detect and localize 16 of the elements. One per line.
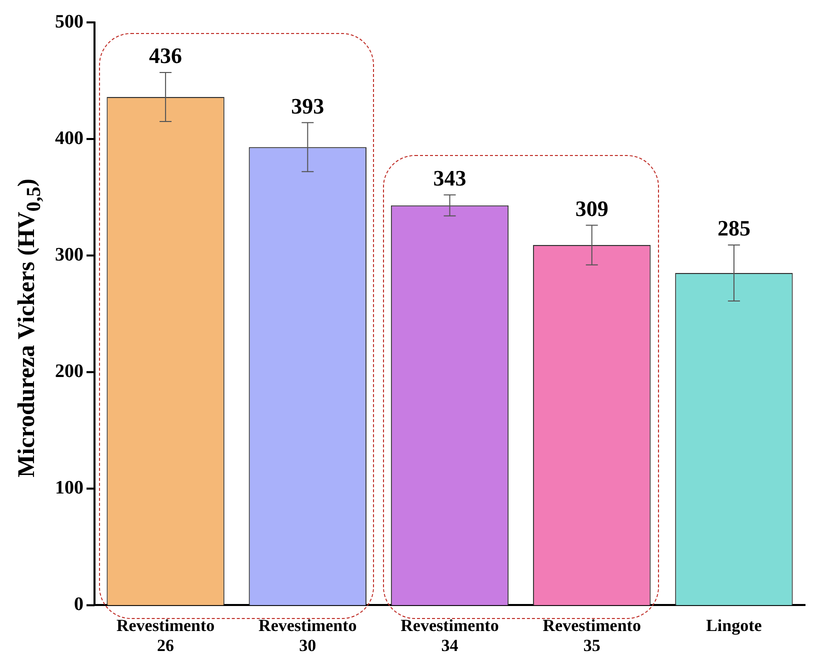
x-tick-label: Revestimento 35 <box>542 616 641 656</box>
x-tick-label: Revestimento 26 <box>116 616 215 656</box>
x-tick-label: Revestimento 34 <box>400 616 499 656</box>
y-tick-label: 200 <box>55 360 84 382</box>
data-label: 436 <box>149 43 182 68</box>
y-tick-label: 0 <box>74 594 84 616</box>
data-label: 343 <box>433 166 466 191</box>
data-label: 285 <box>717 216 750 241</box>
y-tick-label: 100 <box>55 478 84 499</box>
y-tick-label: 400 <box>55 128 84 149</box>
x-tick-label: Revestimento 30 <box>258 616 357 656</box>
data-label: 309 <box>575 196 608 221</box>
y-tick-label: 300 <box>55 244 84 266</box>
y-tick-label: 500 <box>55 11 84 32</box>
data-label: 393 <box>291 93 324 118</box>
x-tick-label: Lingote <box>706 616 762 635</box>
